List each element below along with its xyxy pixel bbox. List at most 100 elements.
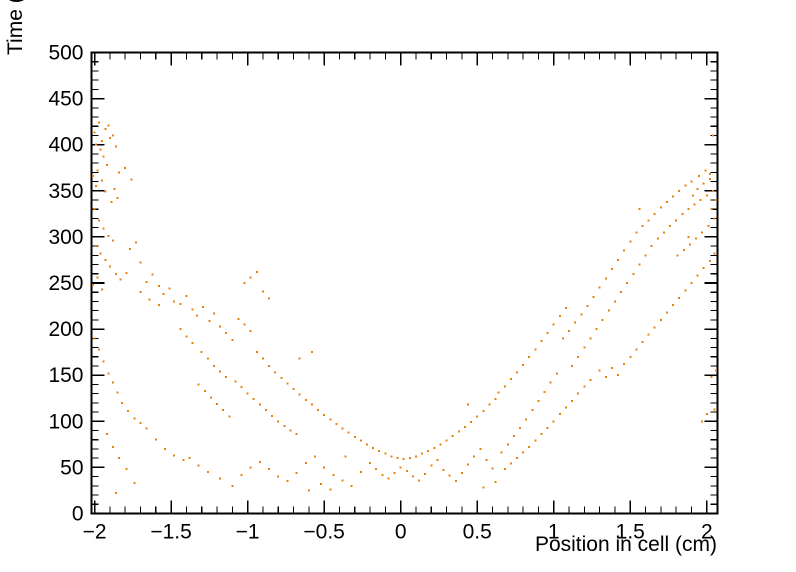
- data-point: [580, 313, 583, 316]
- data-point: [598, 369, 601, 372]
- data-point: [695, 237, 698, 240]
- data-point: [264, 409, 267, 412]
- data-point: [620, 291, 623, 294]
- data-point: [460, 471, 463, 474]
- data-point: [246, 392, 249, 395]
- data-point: [568, 329, 571, 332]
- data-point: [675, 219, 678, 222]
- data-point: [231, 484, 234, 487]
- data-point: [604, 376, 607, 379]
- data-point: [105, 163, 108, 166]
- data-point: [101, 288, 104, 291]
- data-point: [708, 177, 711, 180]
- data-point: [387, 477, 390, 480]
- data-point: [558, 412, 561, 415]
- data-point: [635, 348, 638, 351]
- data-point: [396, 457, 399, 460]
- data-point: [543, 390, 546, 393]
- data-point: [341, 479, 344, 482]
- data-point: [708, 259, 711, 262]
- data-point: [662, 231, 665, 234]
- data-point: [102, 227, 105, 230]
- data-point: [497, 391, 500, 394]
- data-point: [482, 410, 485, 413]
- data-point: [503, 468, 506, 471]
- data-point: [268, 297, 271, 300]
- x-axis-title: Position in cell (cm): [535, 533, 717, 556]
- data-point: [145, 427, 148, 430]
- data-point: [537, 400, 540, 403]
- data-point: [323, 413, 326, 416]
- data-point: [197, 464, 200, 467]
- data-point: [219, 325, 222, 328]
- data-point: [692, 194, 695, 197]
- data-point: [552, 420, 555, 423]
- data-point: [139, 261, 142, 264]
- data-point: [577, 355, 580, 358]
- data-point: [98, 121, 101, 124]
- y-tick-label: 50: [60, 456, 83, 479]
- data-point: [202, 305, 205, 308]
- data-point: [107, 234, 110, 237]
- data-point: [399, 466, 402, 469]
- data-point: [145, 281, 148, 284]
- data-point: [203, 389, 206, 392]
- data-point: [191, 341, 194, 344]
- data-point: [93, 337, 96, 340]
- data-point: [592, 295, 595, 298]
- data-point: [540, 340, 543, 343]
- y-tick-label: 300: [48, 226, 83, 249]
- x-tick-label: −0.5: [303, 521, 344, 544]
- data-point: [623, 249, 626, 252]
- data-point: [96, 169, 99, 172]
- data-point: [191, 308, 194, 311]
- data-point: [494, 481, 497, 484]
- data-point: [549, 381, 552, 384]
- data-point: [589, 337, 592, 340]
- data-point: [522, 451, 525, 454]
- data-point: [701, 231, 704, 234]
- x-tick-label: 0: [395, 521, 407, 544]
- data-point: [258, 460, 261, 463]
- data-point: [690, 282, 693, 284]
- data-point: [304, 461, 307, 464]
- data-point: [101, 179, 104, 182]
- data-point: [393, 471, 396, 474]
- data-point: [157, 284, 160, 287]
- data-point: [295, 433, 298, 436]
- data-point: [310, 351, 313, 354]
- data-point: [332, 473, 335, 476]
- data-point: [436, 459, 439, 462]
- data-point: [528, 355, 531, 358]
- data-point: [623, 363, 626, 366]
- data-point: [243, 282, 246, 284]
- data-point: [467, 463, 470, 466]
- data-point: [656, 237, 659, 240]
- x-tick-label: 2: [701, 521, 713, 544]
- data-point: [433, 447, 436, 450]
- data-point: [231, 339, 234, 342]
- data-point: [629, 240, 632, 243]
- data-point: [116, 391, 119, 394]
- data-point: [641, 224, 644, 227]
- data-point: [506, 443, 509, 446]
- data-point: [107, 124, 110, 127]
- data-point: [698, 175, 701, 178]
- data-point: [261, 357, 264, 360]
- x-tick-label: 1.5: [616, 521, 645, 544]
- data-point: [249, 276, 252, 279]
- data-point: [107, 372, 110, 375]
- data-point: [454, 480, 457, 483]
- data-point: [320, 482, 323, 485]
- data-point: [414, 455, 417, 458]
- data-point: [638, 208, 641, 211]
- data-point: [151, 273, 154, 276]
- data-point: [610, 366, 613, 369]
- data-point: [476, 415, 479, 418]
- scatter-data-points: [92, 121, 717, 495]
- data-point: [589, 378, 592, 381]
- data-point: [292, 388, 295, 391]
- data-point: [503, 385, 506, 388]
